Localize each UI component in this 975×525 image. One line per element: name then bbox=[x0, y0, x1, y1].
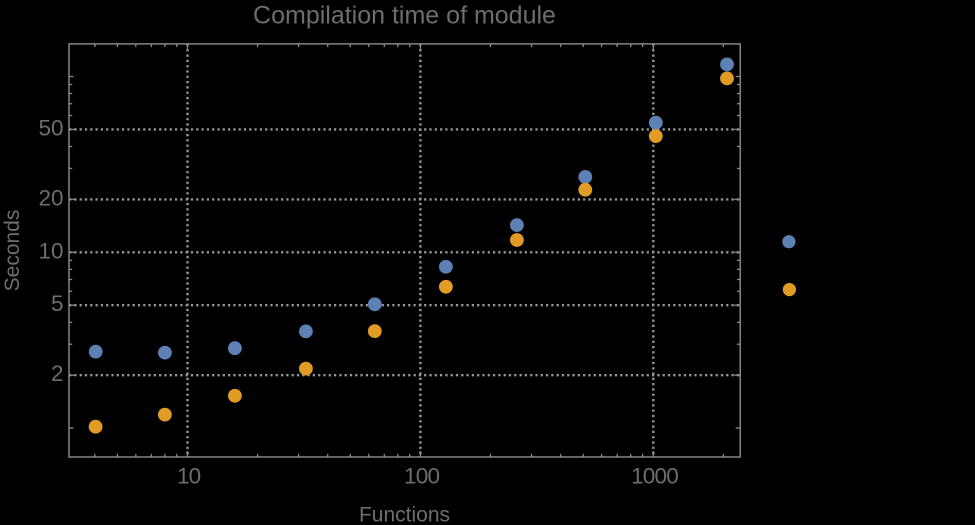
svg-text:1000: 1000 bbox=[631, 464, 678, 489]
svg-text:10: 10 bbox=[177, 464, 201, 489]
svg-text:Functions: Functions bbox=[359, 504, 450, 525]
svg-text:100: 100 bbox=[404, 464, 439, 489]
svg-text:10: 10 bbox=[38, 238, 63, 263]
svg-text:50: 50 bbox=[38, 115, 63, 140]
svg-text:20: 20 bbox=[38, 185, 63, 210]
svg-text:Compilation time of module: Compilation time of module bbox=[253, 2, 556, 30]
svg-text:2: 2 bbox=[51, 361, 64, 386]
svg-text:Seconds: Seconds bbox=[1, 210, 24, 292]
svg-text:5: 5 bbox=[51, 291, 64, 316]
